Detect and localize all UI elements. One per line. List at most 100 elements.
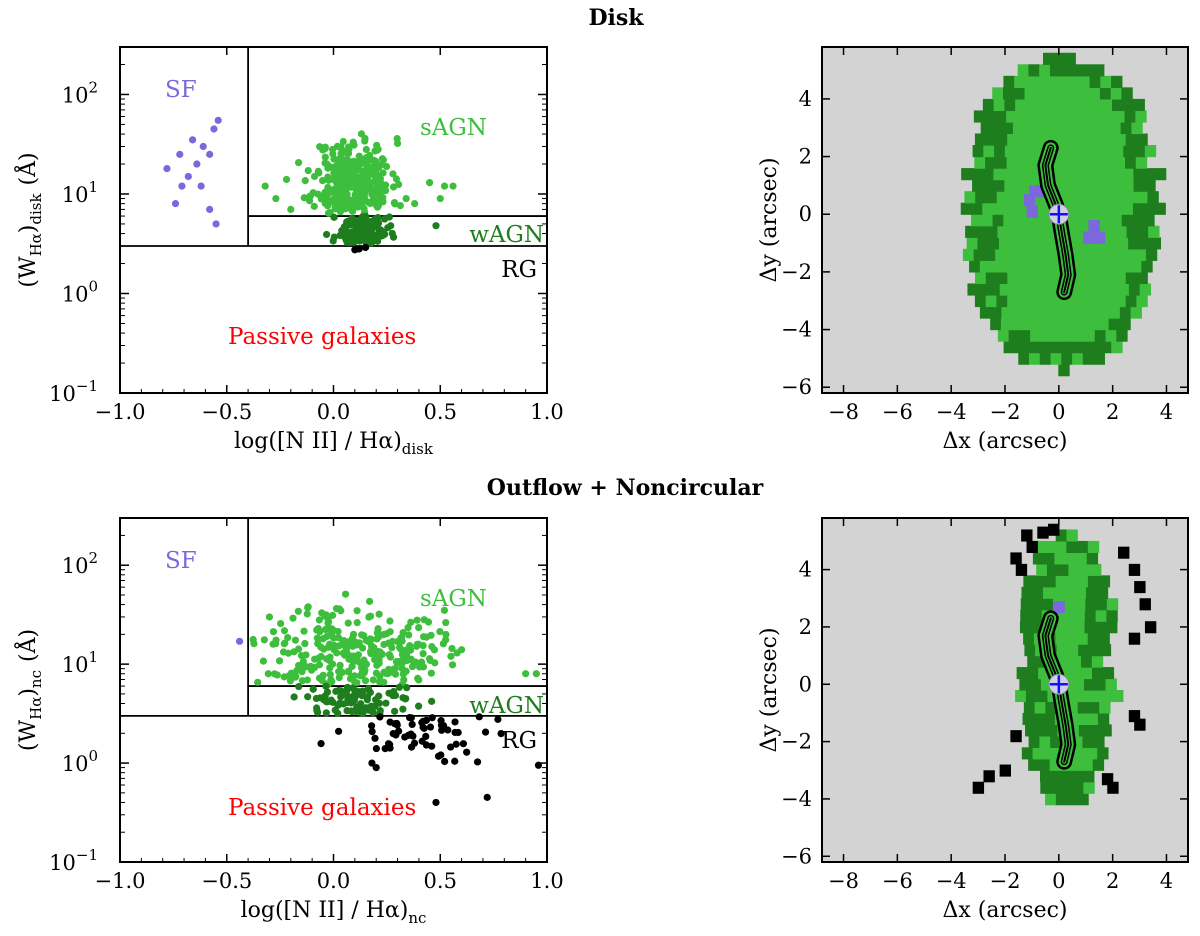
map-pixel — [1070, 655, 1082, 668]
map-background — [822, 518, 1188, 862]
point-sagn — [379, 169, 387, 177]
map-pixel — [1027, 655, 1039, 668]
point-wagn — [309, 685, 317, 693]
map-pixel — [1017, 294, 1030, 308]
map-pixel — [1028, 294, 1041, 308]
point-sagn — [349, 630, 358, 639]
map-pixel — [1058, 168, 1070, 181]
map-pixel — [1068, 179, 1081, 192]
map-pixel — [1051, 329, 1064, 342]
map-pixel — [974, 156, 986, 169]
map-pixel — [1105, 225, 1117, 238]
map-pixel — [975, 225, 988, 238]
map-pixel — [1043, 52, 1055, 65]
x-tick-label: 2 — [1106, 400, 1119, 424]
map-pixel — [974, 294, 987, 308]
point-sagn — [348, 673, 356, 681]
point-sagn — [317, 643, 325, 651]
map-pixel — [1097, 712, 1110, 725]
map-pixel — [1058, 179, 1070, 192]
rg-pixel — [1021, 529, 1033, 542]
map-pixel — [1125, 271, 1138, 285]
map-pixel — [1073, 621, 1086, 634]
map-pixel — [1055, 529, 1068, 542]
map-pixel — [1116, 329, 1128, 342]
sf-pixel — [1083, 231, 1095, 244]
map-pixel — [1034, 575, 1046, 588]
map-pixel — [1004, 168, 1016, 181]
map-pixel — [999, 283, 1012, 296]
map-pixel — [1109, 306, 1121, 319]
point-sagn — [373, 141, 381, 149]
map-pixel — [1020, 237, 1032, 250]
map-pixel — [1080, 145, 1092, 158]
x-axis-label: Δx (arcsec) — [942, 898, 1067, 923]
map-pixel — [1035, 341, 1048, 354]
point-sagn — [376, 678, 384, 686]
map-pixel — [1093, 133, 1105, 146]
map-pixel — [1125, 191, 1138, 204]
point-rg — [447, 743, 455, 751]
map-pixel — [1077, 701, 1090, 714]
map-pixel — [1025, 341, 1037, 354]
rg-pixel — [1144, 621, 1157, 634]
point-wagn — [432, 222, 440, 230]
map-pixel — [1020, 598, 1033, 611]
rg-pixel — [1139, 598, 1151, 611]
map-disk: −8 −6 −4 −2 0 2 4 −6 −4 −2 0 2 4 Δx (arcsec) Δy (arcse… — [757, 46, 1189, 454]
map-pixel — [1051, 781, 1063, 794]
map-pixel — [1044, 260, 1056, 273]
map-pixel — [1145, 248, 1158, 261]
point-rg — [434, 752, 443, 760]
map-pixel — [1089, 202, 1102, 215]
map-pixel — [1034, 701, 1046, 714]
point-rg — [407, 743, 416, 751]
point-sagn — [344, 619, 352, 627]
map-pixel — [1061, 781, 1074, 794]
point-sagn — [354, 203, 362, 211]
map-pixel — [1005, 248, 1018, 261]
point-sagn — [322, 655, 331, 663]
map-pixel — [1021, 586, 1033, 599]
map-pixel — [1061, 294, 1073, 308]
point-wagn — [321, 692, 329, 700]
point-sagn — [386, 628, 394, 636]
point-sagn — [298, 668, 306, 676]
point-wagn — [332, 687, 340, 695]
map-pixel — [1063, 621, 1075, 634]
map-pixel — [975, 271, 987, 285]
map-pixel — [1114, 271, 1127, 285]
map-pixel — [1015, 145, 1027, 158]
point-sagn — [449, 182, 457, 190]
map-pixel — [1001, 306, 1013, 319]
map-pixel — [1061, 352, 1073, 365]
map-pixel — [1033, 306, 1046, 319]
point-sagn — [393, 139, 402, 148]
map-pixel — [1022, 712, 1034, 725]
point-wagn — [368, 217, 376, 226]
map-pixel — [1096, 586, 1109, 599]
map-pixel — [1044, 712, 1056, 725]
point-sagn — [347, 206, 356, 214]
map-pixel — [1058, 364, 1070, 377]
map-pixel — [990, 318, 1002, 331]
map-pixel — [1067, 214, 1080, 227]
map-pixel — [1148, 225, 1160, 238]
point-sagn — [324, 619, 332, 627]
map-pixel — [973, 248, 986, 261]
map-pixel — [1093, 64, 1105, 77]
point-sagn — [361, 677, 370, 685]
map-pixel — [1035, 214, 1047, 227]
map-pixel — [1081, 248, 1093, 261]
point-rg — [497, 729, 505, 738]
map-pixel — [1086, 586, 1098, 599]
map-pixel — [1003, 87, 1015, 100]
map-pixel — [1074, 598, 1086, 611]
map-pixel — [1074, 237, 1086, 250]
map-pixel — [1035, 87, 1047, 100]
map-pixel — [986, 225, 999, 238]
map-pixel — [1087, 260, 1099, 273]
point-sagn — [442, 618, 450, 627]
point-rg — [483, 793, 491, 801]
map-pixel — [1039, 294, 1051, 308]
